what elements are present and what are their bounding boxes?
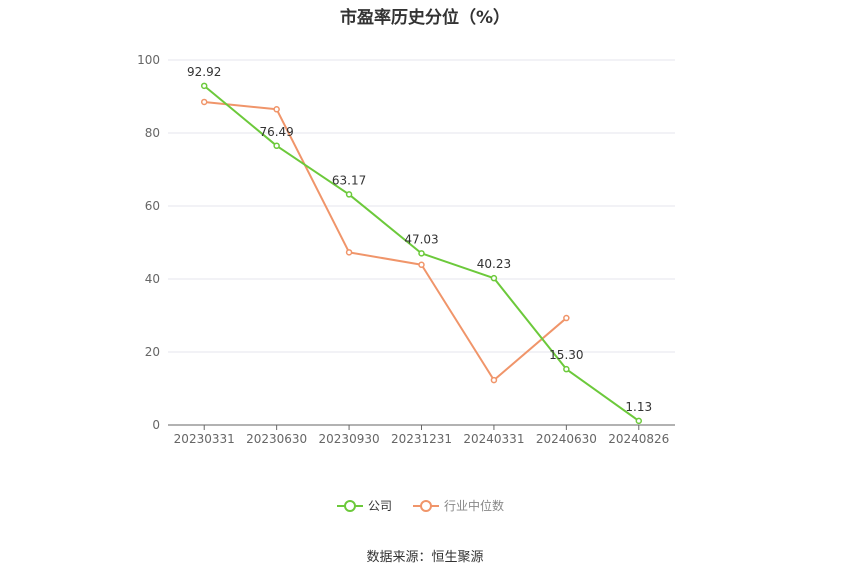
series-line-1 bbox=[204, 100, 568, 382]
data-label: 15.30 bbox=[549, 348, 583, 362]
series-points bbox=[200, 82, 643, 425]
data-point bbox=[345, 249, 353, 256]
x-tick-label: 20240630 bbox=[536, 432, 597, 446]
x-tick-label: 20231231 bbox=[391, 432, 452, 446]
y-tick-label: 40 bbox=[145, 272, 160, 286]
data-point bbox=[563, 314, 570, 322]
y-tick-label: 60 bbox=[145, 199, 160, 213]
data-point bbox=[563, 365, 570, 373]
data-label: 40.23 bbox=[477, 257, 511, 271]
data-point bbox=[273, 106, 280, 113]
data-point bbox=[345, 191, 353, 198]
data-labels: 92.92 76.49 63.17 47.03 40.23 15.30 1.13 bbox=[187, 65, 652, 414]
chart-title: 市盈率历史分位（%） bbox=[339, 8, 511, 28]
x-tick-label: 20240331 bbox=[463, 432, 524, 446]
data-source: 数据来源：恒生聚源 bbox=[366, 550, 484, 565]
data-point bbox=[418, 250, 425, 257]
data-point bbox=[635, 417, 643, 425]
legend: 公司 行业中位数 bbox=[337, 498, 504, 513]
data-label: 47.03 bbox=[404, 232, 438, 246]
x-axis: 20230331 20230630 20230930 20231231 20240331… bbox=[168, 424, 675, 446]
data-label: 92.92 bbox=[187, 65, 221, 79]
data-label: 63.17 bbox=[332, 173, 366, 187]
data-point bbox=[273, 142, 280, 150]
data-point bbox=[490, 274, 498, 282]
y-tick-label: 100 bbox=[137, 53, 160, 67]
data-point bbox=[200, 82, 208, 90]
x-tick-label: 20230331 bbox=[174, 432, 235, 446]
x-tick-label: 20230930 bbox=[319, 432, 380, 446]
x-tick-label: 20240826 bbox=[608, 432, 669, 446]
x-tick-label: 20230630 bbox=[246, 432, 307, 446]
data-label: 1.13 bbox=[625, 400, 652, 414]
legend-marker-1 bbox=[420, 500, 432, 512]
y-axis-ticks: 0 20 40 60 80 100 bbox=[137, 53, 160, 432]
data-point bbox=[490, 376, 498, 384]
data-point bbox=[200, 98, 208, 106]
legend-marker-0 bbox=[344, 500, 356, 512]
grid-lines bbox=[168, 59, 675, 353]
data-point bbox=[418, 261, 425, 269]
y-tick-label: 0 bbox=[152, 418, 160, 432]
legend-label-0: 公司 bbox=[368, 499, 392, 513]
legend-label-1: 行业中位数 bbox=[444, 498, 504, 513]
y-tick-label: 20 bbox=[145, 345, 160, 359]
y-tick-label: 80 bbox=[145, 126, 160, 140]
data-label: 76.49 bbox=[259, 125, 293, 139]
